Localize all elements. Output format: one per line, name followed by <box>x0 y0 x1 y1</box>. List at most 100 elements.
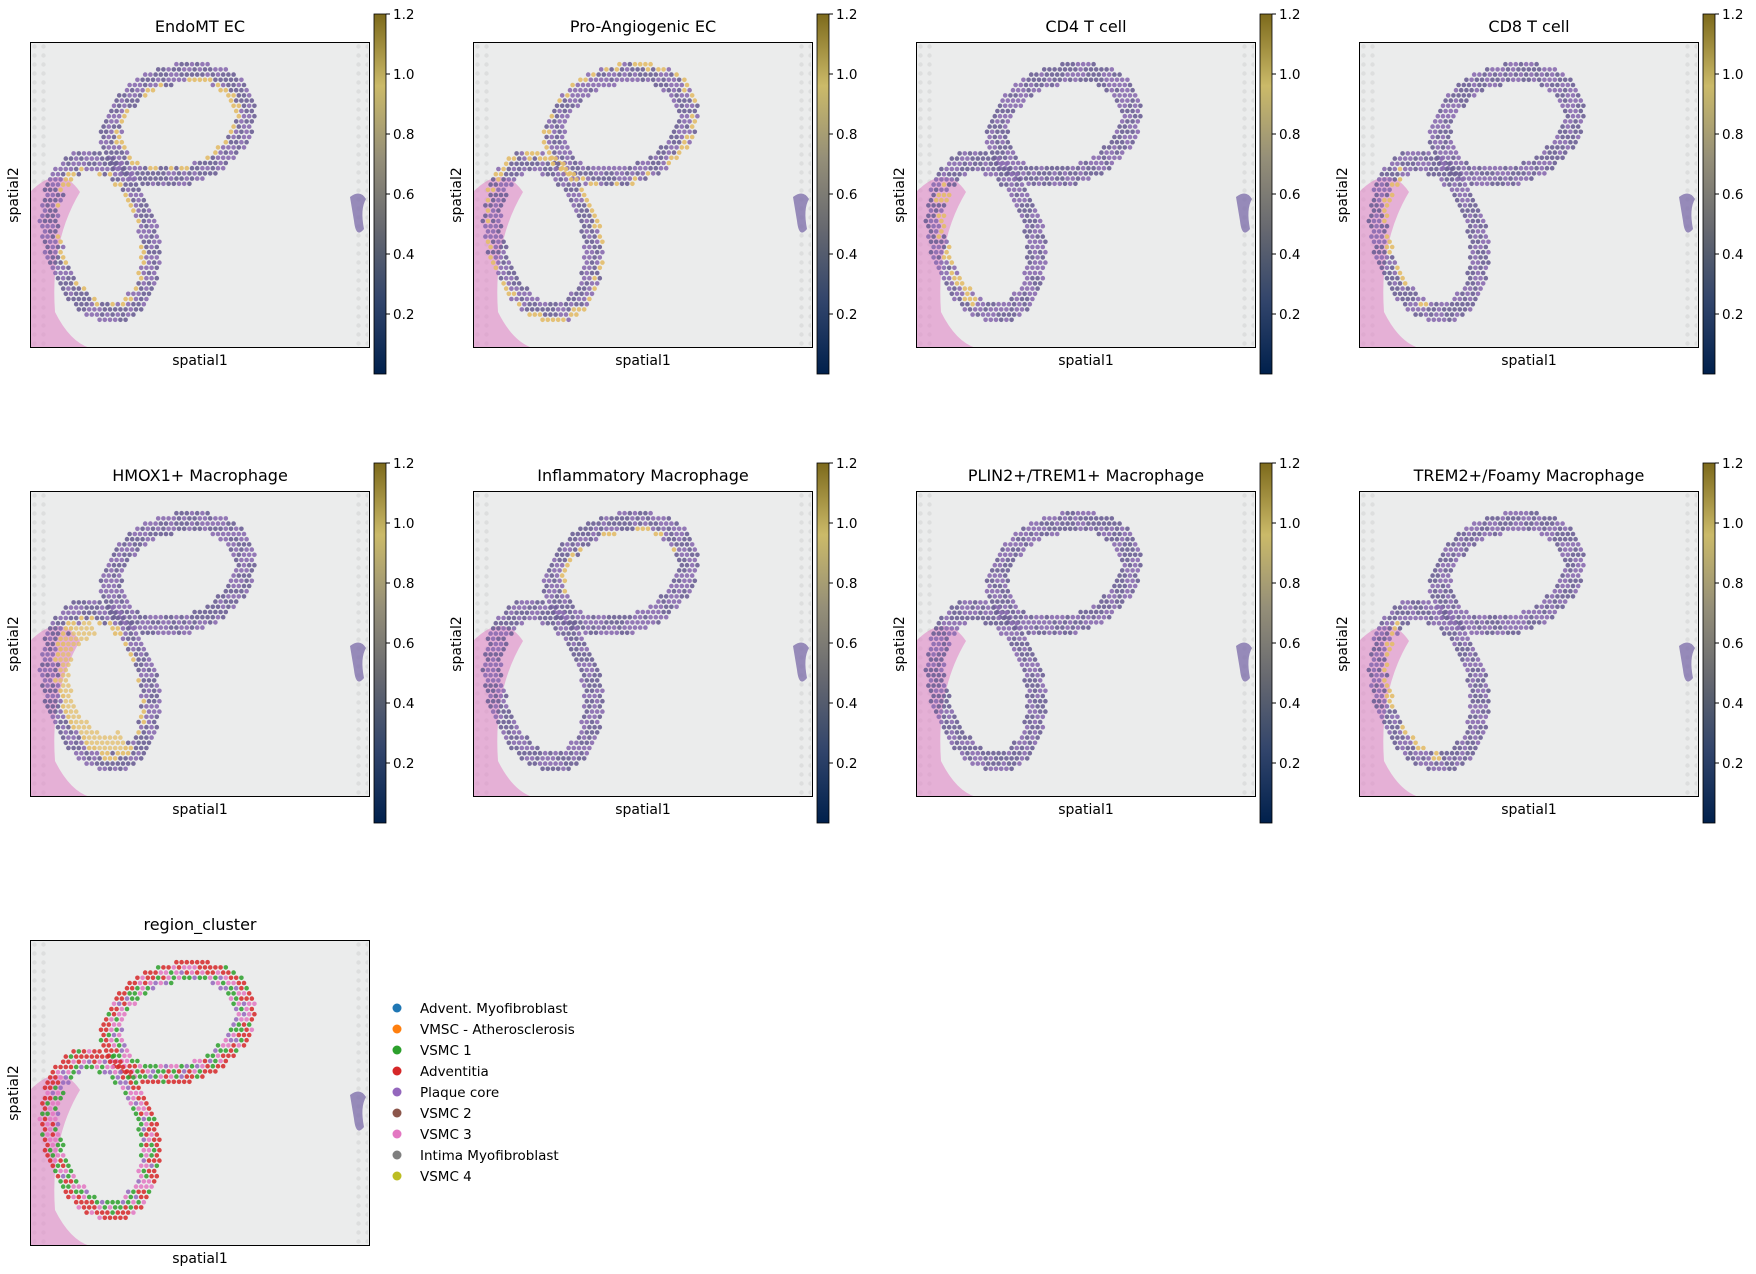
spot <box>954 730 960 735</box>
spot <box>1024 307 1030 312</box>
spot <box>149 704 154 709</box>
spot <box>107 766 113 772</box>
spot <box>1467 641 1473 647</box>
spot <box>1039 82 1044 88</box>
spot <box>125 187 131 193</box>
spot <box>1478 255 1483 260</box>
spot <box>1001 301 1007 307</box>
spot <box>1539 604 1545 610</box>
spot <box>1470 208 1476 213</box>
spot <box>949 719 955 725</box>
spot <box>936 620 942 626</box>
spot <box>102 620 108 626</box>
spot <box>215 970 221 975</box>
spot <box>1516 77 1521 83</box>
spot <box>1475 229 1481 234</box>
spot <box>661 160 666 166</box>
panel-title: Pro-Angiogenic EC <box>570 17 716 36</box>
spot <box>1037 709 1043 714</box>
spot <box>142 82 148 88</box>
spot <box>540 766 545 772</box>
spot <box>92 735 97 740</box>
spot <box>527 312 532 317</box>
spot <box>579 646 584 652</box>
spot <box>532 750 538 756</box>
spot <box>1562 578 1568 584</box>
spot <box>110 312 115 317</box>
spot <box>1049 521 1055 526</box>
spot <box>1578 547 1584 552</box>
spot <box>223 526 229 532</box>
spot <box>1032 208 1038 213</box>
spot <box>957 161 962 167</box>
spot <box>574 626 579 631</box>
spot <box>1467 223 1473 229</box>
panel-title: CD4 T cell <box>1045 17 1126 36</box>
spot <box>581 672 587 678</box>
spot <box>554 145 560 150</box>
spot <box>1060 614 1065 620</box>
spot <box>241 542 247 547</box>
spot <box>998 182 1004 187</box>
spot <box>1555 531 1560 537</box>
spot <box>1542 171 1547 176</box>
spot <box>676 536 682 542</box>
spot <box>594 218 600 224</box>
panel-title: HMOX1+ Macrophage <box>112 466 288 485</box>
panel-title: EndoMT EC <box>155 17 245 36</box>
spot <box>1452 756 1457 761</box>
spot <box>58 709 63 714</box>
spot <box>584 719 590 725</box>
spot <box>1435 145 1441 150</box>
panel-5: Inflammatory Macrophagespatial1spatial20… <box>449 456 857 824</box>
spot <box>679 562 685 568</box>
spot <box>1119 129 1125 135</box>
spot <box>1037 678 1043 683</box>
spot <box>1428 166 1434 172</box>
spot <box>635 67 640 72</box>
spot <box>73 750 79 756</box>
spot <box>1529 521 1534 526</box>
spot <box>562 568 568 573</box>
spot <box>244 557 249 563</box>
spot <box>66 610 71 616</box>
spot <box>939 229 944 234</box>
spot <box>1475 688 1481 694</box>
spot <box>1573 547 1578 552</box>
spot <box>71 286 76 291</box>
spot <box>1466 531 1472 537</box>
spot <box>1562 536 1568 542</box>
spot <box>488 641 493 647</box>
spot <box>529 610 535 616</box>
spot <box>928 229 934 234</box>
spot <box>1384 683 1390 688</box>
spot <box>946 275 952 281</box>
spot <box>1467 244 1473 250</box>
spot <box>47 646 53 652</box>
spot <box>60 182 66 187</box>
spot <box>153 970 158 975</box>
spot <box>53 270 58 276</box>
spot <box>150 620 156 625</box>
spot <box>594 281 600 286</box>
spot <box>598 67 604 72</box>
spot <box>666 87 672 93</box>
spot <box>239 557 244 563</box>
spot <box>1005 150 1011 155</box>
spot <box>496 197 501 203</box>
spot <box>622 625 627 630</box>
spot <box>236 583 242 589</box>
spot <box>1477 82 1482 88</box>
spot <box>1044 531 1050 537</box>
spot <box>133 192 139 198</box>
spot <box>146 239 152 245</box>
spot <box>562 547 568 552</box>
spot <box>1483 683 1489 688</box>
spot <box>1104 87 1109 93</box>
spot <box>952 275 957 281</box>
spot <box>60 662 66 668</box>
spot <box>60 286 66 291</box>
spot <box>146 698 152 704</box>
spot <box>205 72 210 77</box>
spot <box>581 223 587 229</box>
